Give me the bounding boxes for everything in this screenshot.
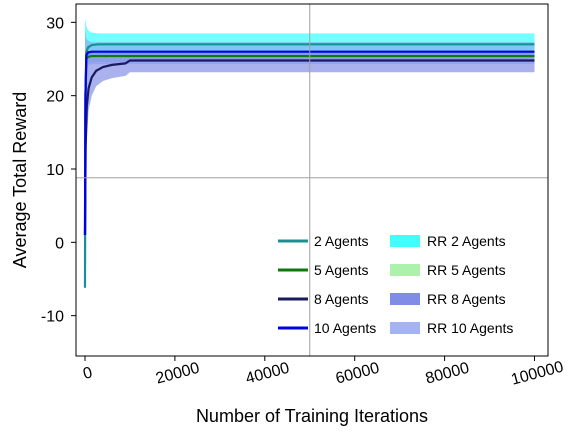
x-tick-label: 0 — [81, 364, 94, 383]
series-lines — [83, 43, 535, 288]
y-tick-label: -10 — [41, 309, 64, 326]
legend-band-swatch — [390, 264, 420, 276]
legend-label: 2 Agents — [314, 233, 369, 249]
legend-label: RR 10 Agents — [427, 320, 513, 336]
legend-band-swatch — [390, 235, 420, 247]
y-tick-label: 10 — [46, 162, 64, 179]
y-tick-label: 0 — [55, 235, 64, 252]
y-axis-title: Average Total Reward — [10, 92, 30, 268]
legend-label: RR 8 Agents — [427, 291, 506, 307]
y-tick-label: 20 — [46, 89, 64, 106]
legend-label: RR 2 Agents — [427, 233, 506, 249]
plot-frame — [75, 3, 549, 357]
y-axis-ticks: -10 0 10 20 30 — [41, 15, 76, 326]
legend-band-swatch — [390, 322, 420, 334]
legend-label: 8 Agents — [314, 291, 369, 307]
legend-label: RR 5 Agents — [427, 262, 506, 278]
legend-label: 10 Agents — [314, 320, 376, 336]
legend-band-swatch — [390, 293, 420, 305]
legend-label: 5 Agents — [314, 262, 369, 278]
x-axis-title: Number of Training Iterations — [196, 406, 428, 426]
crosshair — [76, 4, 548, 356]
legend: 2 Agents 5 Agents 8 Agents 10 Agents RR 2 Ag… — [278, 233, 513, 336]
series-line-4 — [83, 50, 535, 236]
y-tick-label: 30 — [46, 15, 64, 32]
